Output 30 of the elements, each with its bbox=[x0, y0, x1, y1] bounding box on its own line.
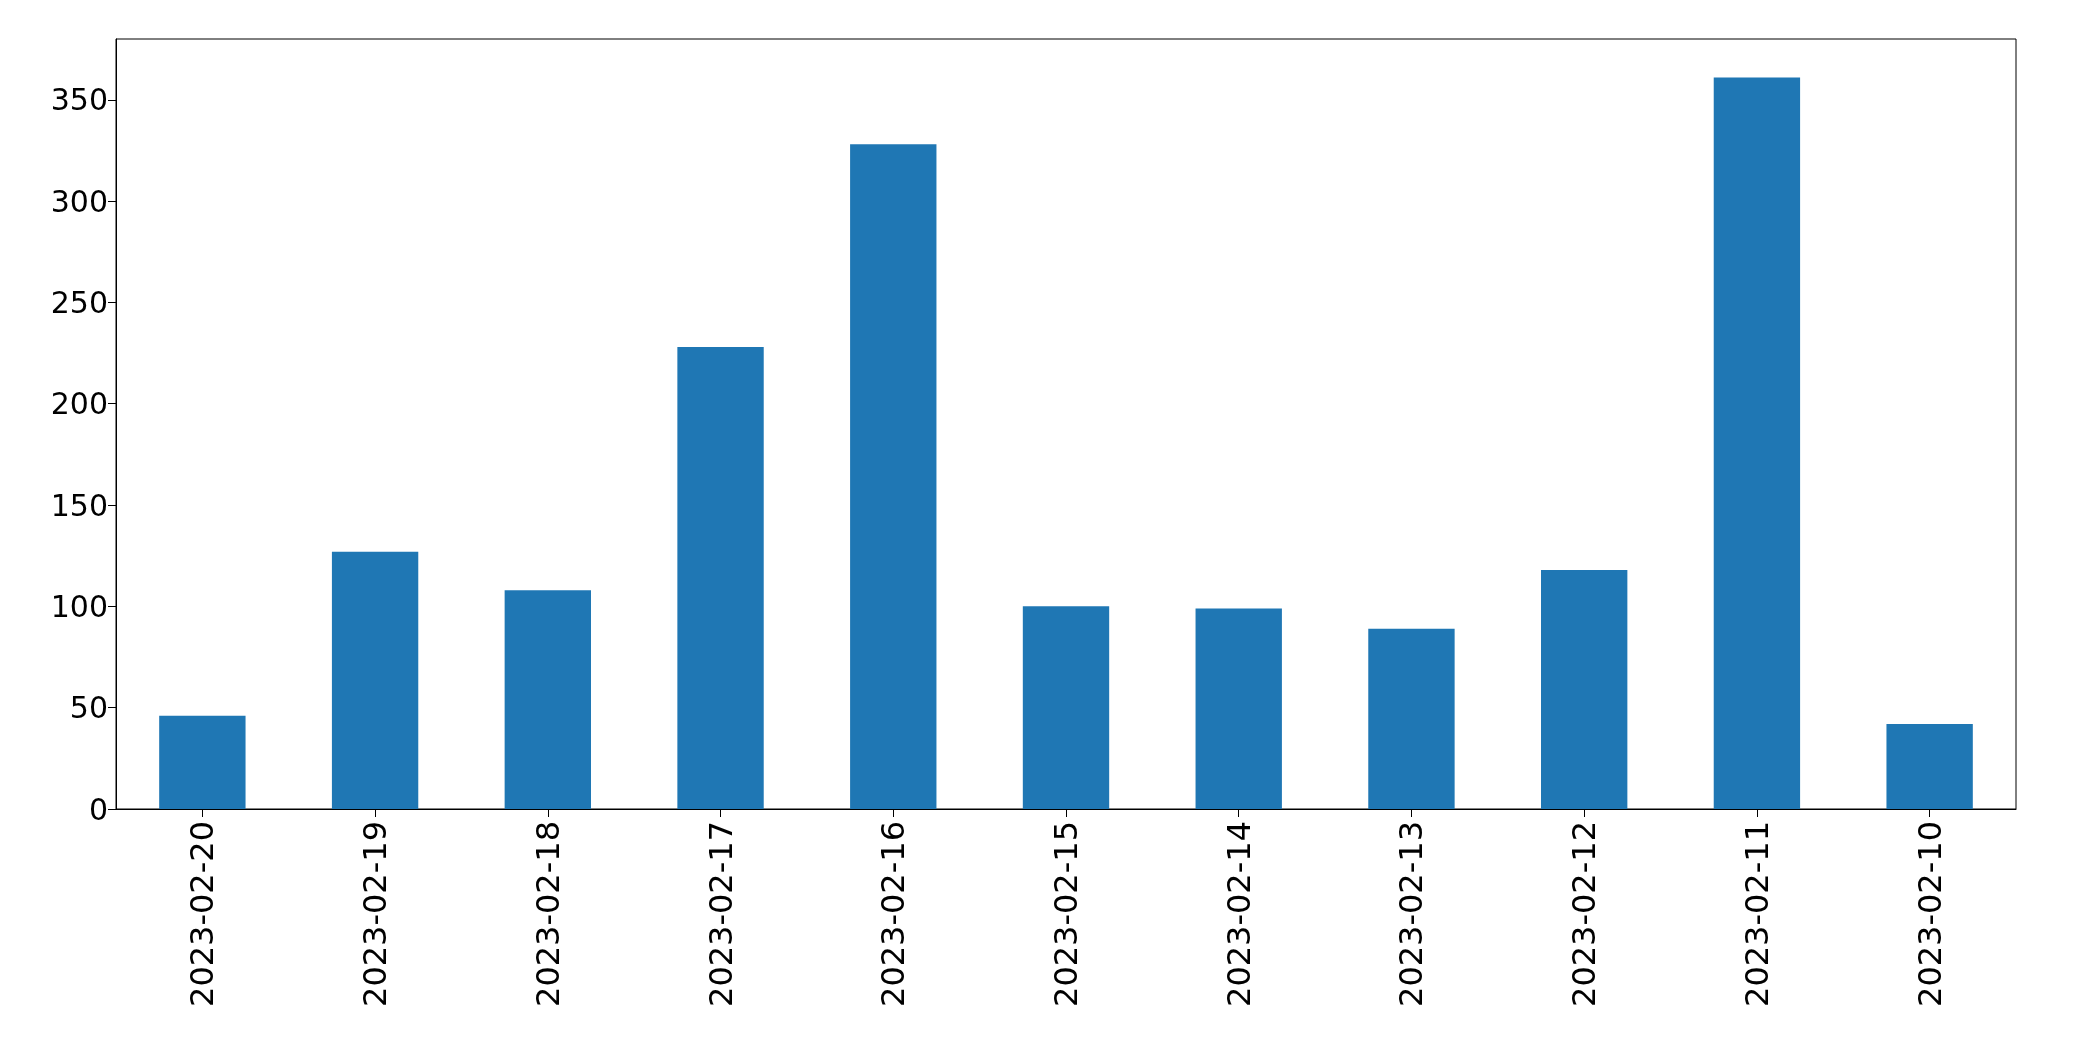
x-tick-label: 2023-02-15 bbox=[1047, 821, 1085, 1007]
y-tick-label: 300 bbox=[50, 183, 108, 219]
x-tick-label: 2023-02-10 bbox=[1910, 821, 1949, 1007]
y-tick-label: 0 bbox=[88, 791, 108, 827]
bar bbox=[159, 715, 246, 809]
y-tick-label: 350 bbox=[50, 82, 108, 118]
bar bbox=[850, 144, 937, 809]
bar bbox=[1368, 628, 1455, 809]
y-tick-label: 150 bbox=[50, 487, 108, 523]
x-tick-label: 2023-02-20 bbox=[183, 821, 222, 1007]
x-tick-label: 2023-02-18 bbox=[528, 821, 567, 1007]
bar bbox=[504, 590, 591, 809]
x-tick-label: 2023-02-11 bbox=[1737, 821, 1776, 1007]
x-tick-label: 2023-02-13 bbox=[1392, 821, 1431, 1007]
bar bbox=[1886, 723, 1973, 809]
bar bbox=[331, 551, 419, 809]
bar bbox=[677, 347, 764, 809]
x-tick-label: 2023-02-19 bbox=[356, 821, 395, 1007]
x-tick-label: 2023-02-12 bbox=[1565, 821, 1604, 1007]
y-tick-label: 200 bbox=[50, 386, 108, 422]
bar bbox=[1195, 608, 1282, 809]
x-tick-label: 2023-02-16 bbox=[874, 821, 913, 1007]
y-tick-label: 100 bbox=[50, 588, 108, 624]
x-tick-label: 2023-02-17 bbox=[701, 821, 740, 1007]
bar bbox=[1022, 606, 1110, 809]
bar bbox=[1713, 77, 1801, 809]
y-tick-label: 250 bbox=[50, 284, 108, 320]
x-tick-label: 2023-02-14 bbox=[1219, 821, 1258, 1007]
y-tick-label: 50 bbox=[69, 690, 108, 726]
bar bbox=[1541, 569, 1628, 809]
